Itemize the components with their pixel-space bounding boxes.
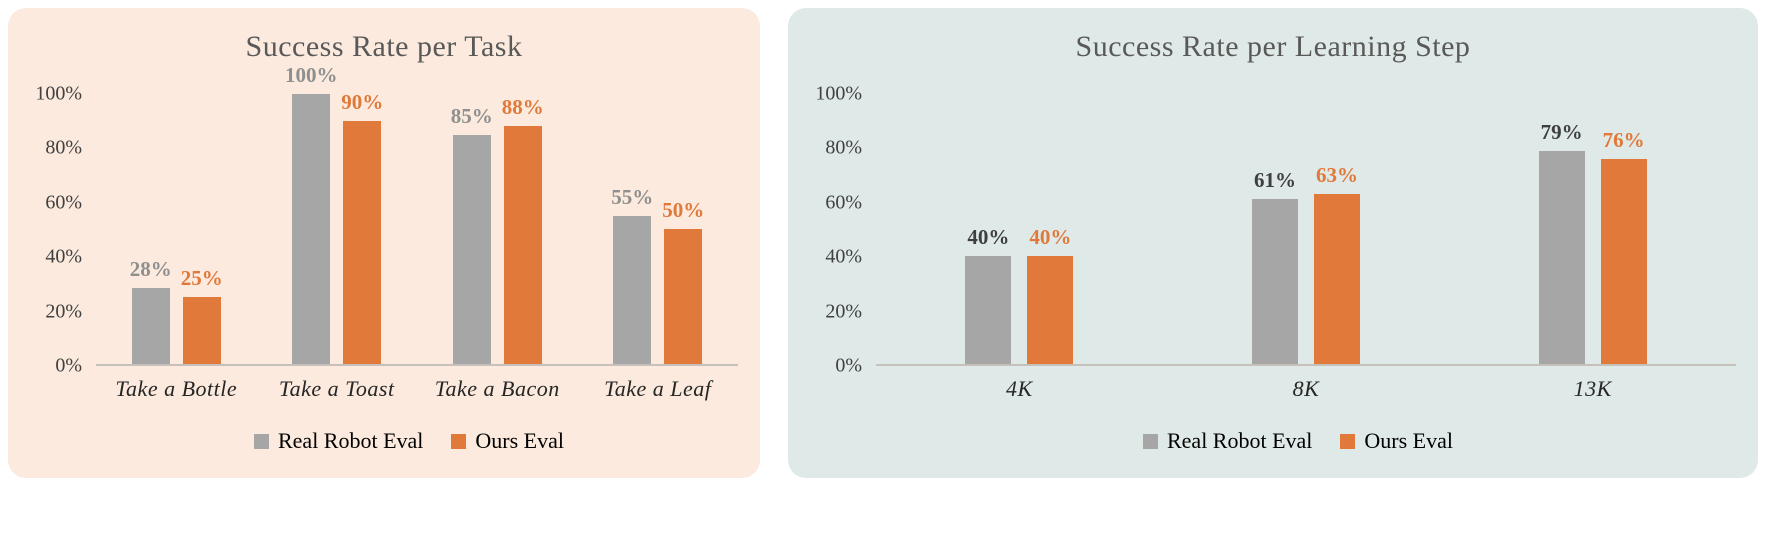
bar: 40% [1027, 225, 1074, 364]
legend-label: Real Robot Eval [277, 428, 424, 453]
legend-swatch [1142, 433, 1158, 449]
bar: 55% [611, 185, 653, 364]
chart-panel-success-rate-per-task: Success Rate per Task 0% 20% 40% 60% 80% 100%… [8, 8, 760, 478]
bar-group: 79% 76% [1449, 94, 1736, 364]
y-tick-label: 60% [825, 191, 862, 214]
bar-value-label: 85% [450, 103, 493, 128]
chart-title: Success Rate per Learning Step [1075, 30, 1471, 63]
x-axis-labels: 4K 8K 13K [876, 376, 1736, 402]
x-axis-labels: Take a Bottle Take a Toast Take a Bacon Tak… [96, 376, 738, 402]
bar-value-label: 55% [611, 184, 654, 209]
category-label: 13K [1573, 376, 1612, 401]
bar-value-label: 25% [180, 265, 223, 290]
y-tick-label: 60% [45, 191, 82, 214]
y-axis: 0% 20% 40% 60% 80% 100% [810, 83, 876, 377]
bar: 90% [341, 90, 383, 364]
y-axis: 0% 20% 40% 60% 80% 100% [30, 83, 96, 377]
y-tick-label: 0% [835, 354, 862, 377]
category-label: 8K [1292, 376, 1320, 401]
bar: 50% [662, 198, 704, 364]
category-label: Take a Leaf [604, 376, 712, 401]
bar-value-label: 100% [285, 63, 338, 87]
bar-value-label: 63% [1316, 162, 1358, 187]
category-label: 4K [1005, 376, 1033, 401]
plot-area: 40% 40% 61% 63% 79% 76% [876, 94, 1736, 366]
bar: 88% [502, 95, 544, 364]
legend-swatch [451, 433, 467, 449]
bar: 85% [451, 104, 493, 364]
legend-label: Ours Eval [1364, 428, 1453, 453]
bar-value-label: 28% [129, 257, 172, 282]
legend-item: Real Robot Eval [253, 428, 424, 454]
bar: 79% [1538, 120, 1585, 364]
y-tick-label: 20% [825, 300, 862, 323]
chart-body: 0% 20% 40% 60% 80% 100% 28% 25% 100% 90% 85% 88% 55… [30, 63, 739, 377]
bar-value-label: 61% [1254, 168, 1296, 193]
legend-item: Ours Eval [451, 428, 564, 454]
bar-value-label: 79% [1540, 119, 1583, 144]
legend-label: Ours Eval [475, 428, 564, 453]
bar: 61% [1252, 168, 1298, 364]
chart-panel-success-rate-per-learning-step: Success Rate per Learning Step 0% 20% 40% 6… [788, 8, 1758, 478]
y-tick-label: 100% [35, 82, 82, 105]
bar-group: 100% 90% [257, 63, 418, 364]
bar: 63% [1314, 163, 1360, 364]
legend-label: Real Robot Eval [1166, 428, 1313, 453]
bar-value-label: 40% [1029, 225, 1072, 249]
charts-row: Success Rate per Task 0% 20% 40% 60% 80% 100%… [8, 8, 1758, 478]
y-tick-label: 20% [45, 300, 82, 323]
legend-item: Ours Eval [1340, 428, 1453, 454]
bar-value-label: 90% [341, 90, 384, 114]
y-tick-label: 80% [45, 136, 82, 159]
bar-group: 28% 25% [96, 94, 257, 364]
legend: Real Robot Eval Ours Eval [80, 428, 738, 454]
bar-value-label: 40% [967, 225, 1010, 249]
chart-title: Success Rate per Task [245, 30, 523, 63]
bar-value-label: 50% [662, 198, 705, 222]
category-label: Take a Toast [278, 376, 395, 401]
chart-body: 0% 20% 40% 60% 80% 100% 40% 40% 61% 63% 79% 76% [810, 83, 1736, 377]
legend-item: Real Robot Eval [1142, 428, 1313, 454]
bar: 28% [130, 257, 172, 364]
legend-swatch [1340, 433, 1356, 449]
category-label: Take a Bacon [434, 376, 560, 401]
bar-group: 85% 88% [417, 94, 578, 364]
bar-value-label: 76% [1602, 127, 1645, 152]
bar: 100% [285, 63, 338, 364]
bar: 40% [965, 225, 1012, 364]
bar: 25% [181, 266, 223, 364]
legend-swatch [253, 433, 269, 449]
bar: 76% [1600, 128, 1647, 364]
y-tick-label: 100% [815, 82, 862, 105]
category-label: Take a Bottle [115, 376, 238, 401]
bar-group: 61% 63% [1163, 94, 1450, 364]
bar-group: 40% 40% [876, 94, 1163, 364]
plot-area: 28% 25% 100% 90% 85% 88% 55% 50% [96, 63, 739, 366]
y-tick-label: 40% [45, 245, 82, 268]
bar-group: 55% 50% [578, 94, 739, 364]
bar-value-label: 88% [501, 95, 544, 120]
legend: Real Robot Eval Ours Eval [860, 428, 1736, 454]
y-tick-label: 40% [825, 245, 862, 268]
y-tick-label: 0% [55, 354, 82, 377]
y-tick-label: 80% [825, 136, 862, 159]
